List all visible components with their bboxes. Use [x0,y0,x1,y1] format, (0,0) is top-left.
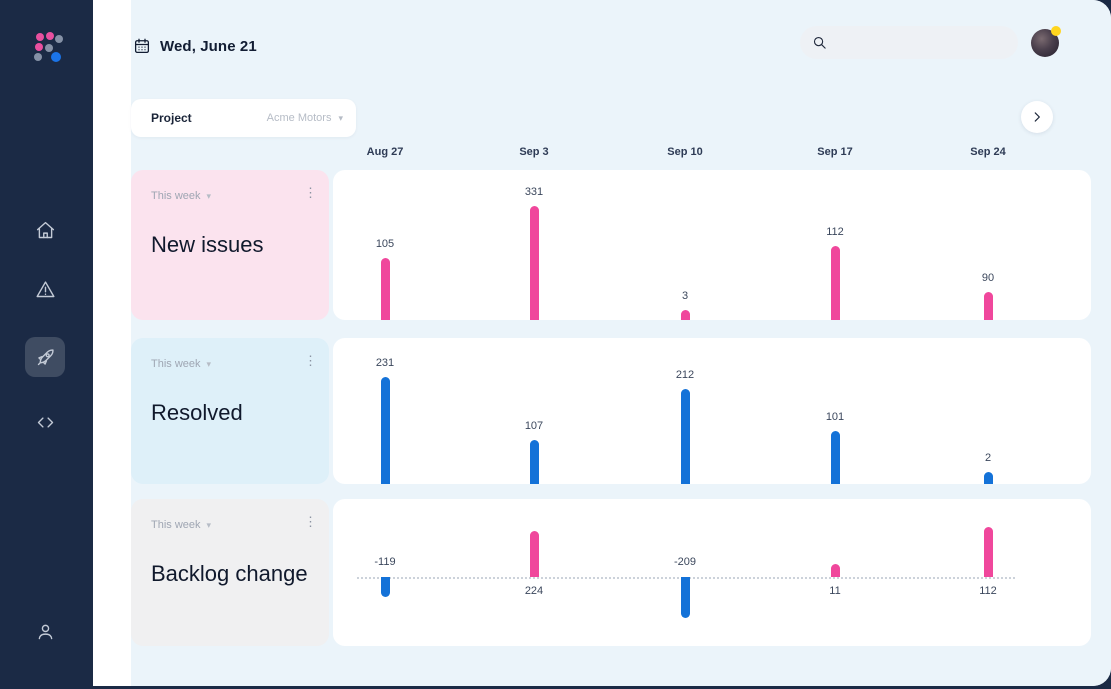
sidebar-item-reports[interactable] [25,337,65,377]
chevron-right-icon [1034,112,1040,122]
bar-value-label: 331 [524,186,544,198]
bar-value-label: 2 [984,452,992,464]
bar-value-label: 11 [829,585,841,597]
notification-badge [1051,26,1061,36]
chart-bar [529,206,539,320]
logo-dot [35,43,43,51]
chart-bar [830,564,840,577]
logo-dot [55,35,63,43]
logo-dot [51,52,61,62]
period-dropdown[interactable]: This week ▾ [151,519,212,531]
chevron-down-icon: ▾ [206,519,212,530]
bar-value-label: -119 [374,556,396,568]
column-header: Sep 24 [970,146,1006,158]
project-selector[interactable]: Project Acme Motors ▾ [131,99,356,137]
metric-title: New issues [151,232,264,257]
project-value: Acme Motors ▾ [267,112,343,124]
kebab-menu-icon[interactable]: ⋮ [304,185,317,200]
column-header: Sep 17 [817,146,853,158]
search-bar[interactable] [800,26,1018,59]
chart-bar [830,246,840,320]
logo-dot [45,44,53,52]
chart-bar [983,527,993,577]
chart-bar [380,258,390,320]
bar-value-label: 224 [524,585,544,597]
chart-panel: 105 331 3 112 90 [333,170,1091,320]
chart-panel: 231 107 212 101 2 [333,338,1091,484]
date-display: Wed, June 21 [133,37,257,55]
sidebar-item-profile[interactable] [25,611,65,651]
column-header: Sep 3 [519,146,549,158]
rocket-icon [37,348,54,365]
project-label: Project [151,111,192,125]
metric-title: Resolved [151,400,243,425]
main-area: Wed, June 21 Project Acme Motors ▾ [93,0,1111,686]
user-avatar[interactable] [1031,26,1061,57]
metric-row: This week ▾ ⋮ New issues 105 331 3 112 90 [131,170,1091,320]
bar-value-label: 112 [979,585,997,597]
metric-card: This week ▾ ⋮ Resolved [131,338,329,484]
bar-value-label: -209 [673,556,697,568]
chevron-down-icon: ▾ [338,112,343,123]
logo-dot [34,53,42,61]
kebab-menu-icon[interactable]: ⋮ [304,353,317,368]
column-header: Sep 10 [667,146,703,158]
metric-row: This week ▾ ⋮ Backlog change -119 224 -209 11 1… [131,499,1091,646]
code-icon [37,416,53,428]
bar-value-label: 101 [825,411,845,423]
search-icon [813,36,826,49]
metric-row: This week ▾ ⋮ Resolved 231 107 212 101 2 [131,338,1091,484]
bar-value-label: 3 [681,290,689,302]
home-icon [36,221,54,238]
chart-bar [680,389,690,484]
user-icon [38,624,52,639]
chart-panel: -119 224 -209 11 112 [333,499,1091,646]
chart-bar [830,431,840,484]
chart-bar [380,577,390,597]
project-value-text: Acme Motors [266,112,332,124]
chart-bar [983,472,993,484]
chevron-down-icon: ▾ [206,358,212,369]
alert-triangle-icon [35,280,55,297]
metric-card: This week ▾ ⋮ New issues [131,170,329,320]
logo-dot [46,32,54,40]
current-date: Wed, June 21 [160,37,257,55]
metric-title: Backlog change [151,561,308,586]
bar-value-label: 212 [675,369,695,381]
kebab-menu-icon[interactable]: ⋮ [304,514,317,529]
column-header: Aug 27 [366,146,404,158]
calendar-icon [134,38,150,54]
sidebar-item-alerts[interactable] [25,269,65,309]
chart-bar [529,440,539,484]
content-panel: Wed, June 21 Project Acme Motors ▾ [131,0,1111,686]
chevron-down-icon: ▾ [206,190,212,201]
bar-value-label: 90 [981,272,995,284]
period-dropdown[interactable]: This week ▾ [151,358,212,370]
logo-dot [36,33,44,41]
app-logo [32,32,66,66]
chart-bar [680,577,690,618]
chart-bar [529,531,539,577]
bar-value-label: 107 [524,420,544,432]
sidebar [0,0,93,689]
chart-bar [680,310,690,320]
sidebar-item-code[interactable] [25,402,65,442]
chart-bar [380,377,390,484]
metric-card: This week ▾ ⋮ Backlog change [131,499,329,646]
bar-value-label: 231 [375,357,395,369]
sidebar-item-home[interactable] [25,210,65,250]
bar-value-label: 112 [826,226,844,238]
search-input[interactable] [835,35,1006,50]
next-page-button[interactable] [1021,101,1053,133]
period-dropdown[interactable]: This week ▾ [151,190,212,202]
chart-bar [983,292,993,320]
bar-value-label: 105 [375,238,395,250]
